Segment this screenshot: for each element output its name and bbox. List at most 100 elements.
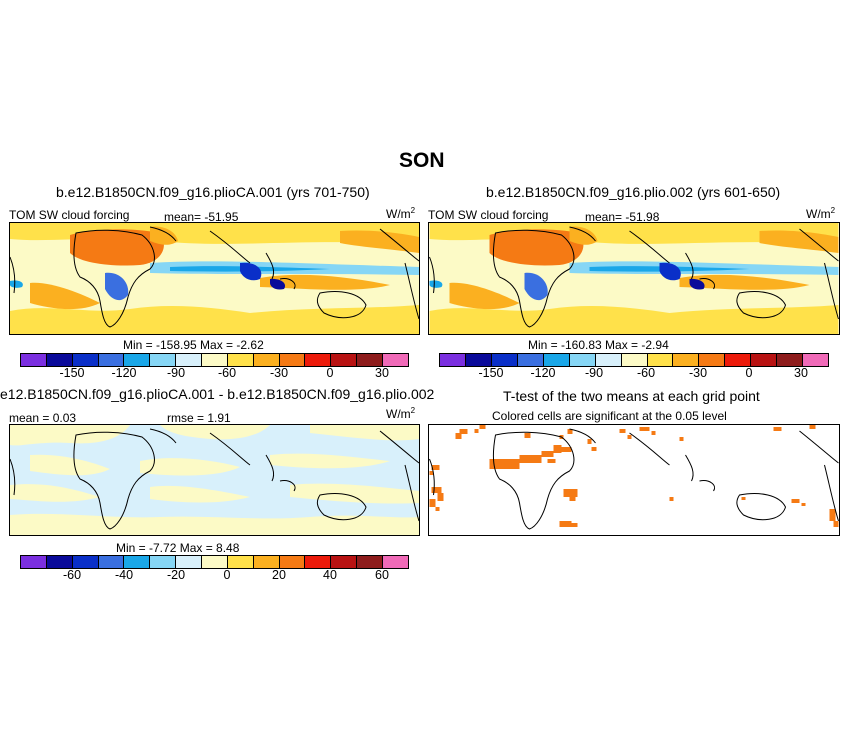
colorbar-box xyxy=(331,354,358,366)
colorbar-box xyxy=(124,354,151,366)
panel4-map-svg xyxy=(429,425,839,535)
colorbar-box xyxy=(331,556,358,568)
colorbar-box xyxy=(21,354,47,366)
colorbar-box xyxy=(227,354,254,366)
panel3-field xyxy=(10,425,419,535)
colorbar-box xyxy=(699,354,726,366)
colorbar-box xyxy=(98,556,125,568)
panel3-mean: mean = 0.03 xyxy=(9,411,77,425)
colorbar-tick: 0 xyxy=(326,366,334,380)
colorbar-tick: 0 xyxy=(745,366,753,380)
panel3-colorbar-ticks: -60 -40 -20 0 20 40 60 xyxy=(0,568,848,584)
colorbar-box xyxy=(21,556,47,568)
panel4-coastlines xyxy=(429,428,839,530)
colorbar-tick: 30 xyxy=(375,366,389,380)
colorbar-box xyxy=(357,556,384,568)
colorbar-tick: 30 xyxy=(794,366,808,380)
panel3-colorbar xyxy=(20,555,409,569)
colorbar-box xyxy=(150,354,177,366)
colorbar-tick: 60 xyxy=(375,568,389,582)
panel2-colorbar-ticks: -150 -120 -90 -60 -30 0 30 xyxy=(0,366,848,382)
colorbar-tick: -40 xyxy=(114,568,134,582)
panel1-map xyxy=(9,222,420,335)
figure-title: SON xyxy=(399,149,445,172)
panel1-coastlines xyxy=(10,226,419,328)
colorbar-box xyxy=(176,354,203,366)
colorbar-box xyxy=(150,556,177,568)
colorbar-tick: 0 xyxy=(223,568,231,582)
panel1-colorbar xyxy=(20,353,409,367)
panel4-subtitle: Colored cells are significant at the 0.0… xyxy=(492,409,727,423)
colorbar-box xyxy=(46,354,73,366)
panel4-title: T-test of the two means at each grid poi… xyxy=(503,388,760,404)
colorbar-tick: -60 xyxy=(217,366,237,380)
colorbar-box xyxy=(253,354,280,366)
colorbar-box xyxy=(543,354,570,366)
panel3-map xyxy=(9,424,420,536)
colorbar-box xyxy=(465,354,492,366)
colorbar-tick: -150 xyxy=(478,366,504,380)
panel3-title: e12.B1850CN.f09_g16.plioCA.001 - b.e12.B… xyxy=(0,386,435,402)
colorbar-box xyxy=(227,556,254,568)
colorbar-box xyxy=(803,354,829,366)
panel2-variable: TOM SW cloud forcing xyxy=(428,208,549,222)
colorbar-box xyxy=(647,354,674,366)
colorbar-box xyxy=(357,354,384,366)
colorbar-tick: -120 xyxy=(530,366,556,380)
panel2-minmax: Min = -160.83 Max = -2.94 xyxy=(528,338,669,352)
colorbar-box xyxy=(124,556,151,568)
panel1-variable: TOM SW cloud forcing xyxy=(9,208,130,222)
colorbar-box xyxy=(279,354,306,366)
colorbar-box xyxy=(569,354,596,366)
panel3-minmax: Min = -7.72 Max = 8.48 xyxy=(116,541,240,555)
colorbar-box xyxy=(517,354,544,366)
panel1-minmax: Min = -158.95 Max = -2.62 xyxy=(123,338,264,352)
colorbar-box xyxy=(595,354,622,366)
colorbar-box xyxy=(491,354,518,366)
colorbar-tick: -20 xyxy=(166,568,186,582)
colorbar-tick: -30 xyxy=(269,366,289,380)
colorbar-tick: -90 xyxy=(584,366,604,380)
colorbar-box xyxy=(383,556,408,568)
colorbar-tick: -30 xyxy=(688,366,708,380)
panel2-title: b.e12.B1850CN.f09_g16.plio.002 (yrs 601-… xyxy=(486,184,781,200)
colorbar-box xyxy=(253,556,280,568)
colorbar-box xyxy=(279,556,306,568)
colorbar-tick: 20 xyxy=(272,568,286,582)
panel1-field xyxy=(10,223,419,334)
panel1-colorbar-ticks: -150 -120 -90 -60 -30 0 30 xyxy=(0,366,848,382)
colorbar-box xyxy=(98,354,125,366)
panel4-map xyxy=(428,424,840,536)
panel3-rmse: rmse = 1.91 xyxy=(167,411,231,425)
panel2-map xyxy=(428,222,840,335)
panel2-units: W/m2 xyxy=(806,206,836,221)
panel2-mean: mean= -51.98 xyxy=(585,210,660,224)
colorbar-box xyxy=(751,354,778,366)
panel3-map-svg xyxy=(10,425,419,535)
panel1-title: b.e12.B1850CN.f09_g16.plioCA.001 (yrs 70… xyxy=(56,184,370,200)
panel3-coastlines xyxy=(10,428,419,530)
colorbar-tick: 40 xyxy=(323,568,337,582)
colorbar-box xyxy=(202,556,228,568)
colorbar-box xyxy=(305,354,332,366)
colorbar-box xyxy=(72,556,99,568)
colorbar-box xyxy=(383,354,408,366)
colorbar-box xyxy=(725,354,752,366)
colorbar-box xyxy=(202,354,228,366)
panel3-units: W/m2 xyxy=(386,406,416,421)
panel1-units: W/m2 xyxy=(386,206,416,221)
colorbar-box xyxy=(176,556,203,568)
colorbar-box xyxy=(777,354,804,366)
colorbar-tick: -60 xyxy=(636,366,656,380)
colorbar-tick: -120 xyxy=(111,366,137,380)
colorbar-tick: -90 xyxy=(166,366,186,380)
colorbar-box xyxy=(440,354,466,366)
panel2-coastlines xyxy=(429,226,839,328)
panel4-significant-cells xyxy=(429,425,839,527)
panel2-colorbar xyxy=(439,353,829,367)
panel2-map-svg xyxy=(429,223,839,334)
colorbar-box xyxy=(305,556,332,568)
colorbar-box xyxy=(673,354,700,366)
colorbar-tick: -60 xyxy=(62,568,82,582)
panel1-map-svg xyxy=(10,223,419,334)
